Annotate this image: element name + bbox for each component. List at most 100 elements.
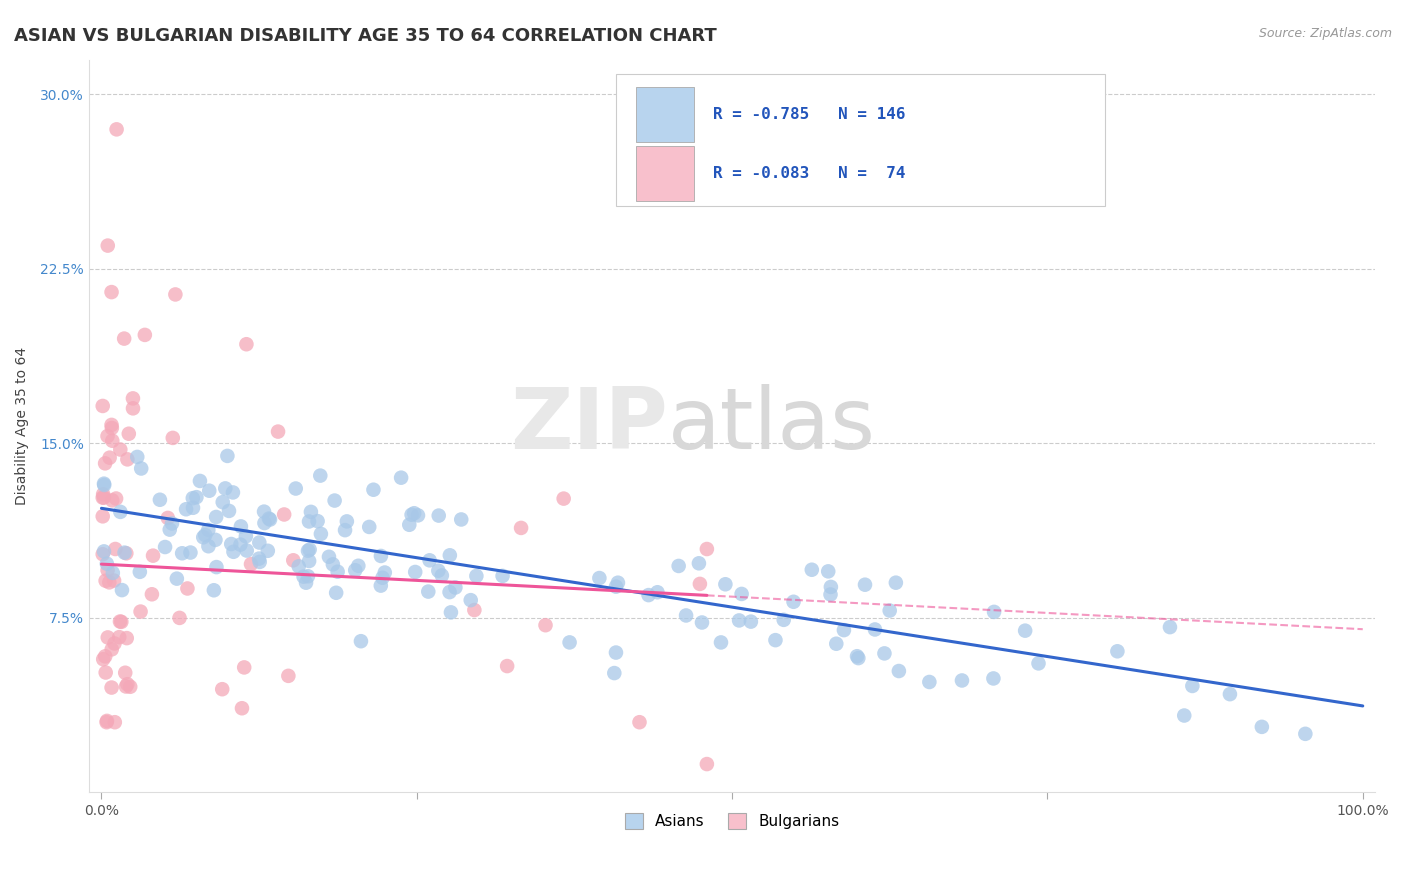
Asians [782, 595, 804, 609]
Asians [730, 587, 752, 601]
Asians [181, 491, 204, 505]
Y-axis label: Disability Age 35 to 64: Disability Age 35 to 64 [15, 347, 30, 505]
Asians [172, 546, 194, 560]
Asians [295, 575, 318, 590]
Asians [205, 560, 228, 574]
Asians [129, 461, 152, 475]
Bulgarians [534, 618, 557, 632]
Bulgarians [91, 491, 114, 505]
Asians [605, 580, 627, 594]
Asians [1159, 620, 1181, 634]
Asians [257, 511, 280, 525]
Bulgarians [120, 680, 142, 694]
Asians [675, 608, 697, 623]
Bulgarians [98, 450, 121, 465]
Asians [93, 544, 115, 558]
Bulgarians [117, 677, 139, 691]
Legend: Asians, Bulgarians: Asians, Bulgarians [619, 807, 845, 836]
Bulgarians [108, 630, 131, 644]
Asians [298, 515, 321, 529]
Asians [588, 571, 610, 585]
Bulgarians [103, 636, 125, 650]
Asians [398, 517, 420, 532]
Asians [297, 569, 319, 583]
Asians [198, 483, 221, 498]
Bulgarians [97, 563, 120, 577]
Asians [193, 530, 215, 544]
Asians [336, 515, 359, 529]
Bulgarians [176, 582, 198, 596]
Asians [93, 478, 115, 492]
Bulgarians [96, 714, 118, 728]
Asians [350, 634, 373, 648]
Bar [636, 145, 693, 201]
Bulgarians [628, 715, 651, 730]
Asians [181, 500, 204, 515]
Bulgarians [104, 715, 127, 730]
Asians [298, 542, 321, 557]
Bulgarians [233, 660, 256, 674]
Asians [128, 565, 150, 579]
Asians [188, 474, 211, 488]
Bulgarians [101, 434, 124, 448]
Bulgarians [100, 285, 122, 299]
Asians [114, 546, 136, 560]
Asians [450, 512, 472, 526]
Asians [846, 651, 869, 665]
Asians [297, 543, 319, 558]
Asians [298, 554, 321, 568]
Bulgarians [91, 399, 114, 413]
Asians [179, 545, 201, 559]
Asians [1181, 679, 1204, 693]
Bulgarians [97, 238, 120, 252]
Asians [983, 672, 1005, 686]
Asians [690, 615, 713, 630]
Bar [636, 87, 693, 142]
Asians [427, 508, 450, 523]
Asians [668, 558, 690, 573]
Asians [1294, 727, 1316, 741]
Asians [347, 558, 370, 573]
Text: R = -0.785   N = 146: R = -0.785 N = 146 [713, 107, 905, 122]
Asians [439, 585, 461, 599]
Asians [333, 523, 356, 537]
Asians [247, 551, 270, 566]
Asians [825, 637, 848, 651]
Bulgarians [100, 642, 122, 657]
Bulgarians [496, 659, 519, 673]
Asians [149, 492, 172, 507]
Asians [465, 569, 488, 583]
Asians [460, 593, 482, 607]
Text: R = -0.083   N =  74: R = -0.083 N = 74 [713, 166, 905, 180]
Asians [344, 563, 367, 577]
Text: atlas: atlas [668, 384, 876, 467]
Asians [1028, 657, 1050, 671]
Asians [166, 572, 188, 586]
Asians [558, 635, 581, 649]
Bulgarians [94, 574, 117, 588]
Asians [325, 586, 347, 600]
Asians [222, 485, 245, 500]
Bulgarians [94, 665, 117, 680]
Asians [359, 520, 381, 534]
Asians [605, 646, 627, 660]
Asians [197, 539, 219, 553]
Asians [174, 502, 197, 516]
Asians [430, 568, 453, 582]
Bulgarians [100, 417, 122, 432]
Bulgarians [94, 456, 117, 470]
Asians [153, 540, 176, 554]
Asians [740, 615, 762, 629]
Asians [765, 633, 787, 648]
Bulgarians [235, 337, 257, 351]
Text: Source: ZipAtlas.com: Source: ZipAtlas.com [1258, 27, 1392, 40]
Bulgarians [134, 327, 156, 342]
Asians [404, 506, 426, 520]
Asians [249, 555, 271, 569]
Asians [204, 533, 226, 547]
Bulgarians [98, 575, 121, 590]
Bulgarians [273, 508, 295, 522]
Asians [491, 569, 513, 583]
Bulgarians [97, 631, 120, 645]
Bulgarians [696, 541, 718, 556]
